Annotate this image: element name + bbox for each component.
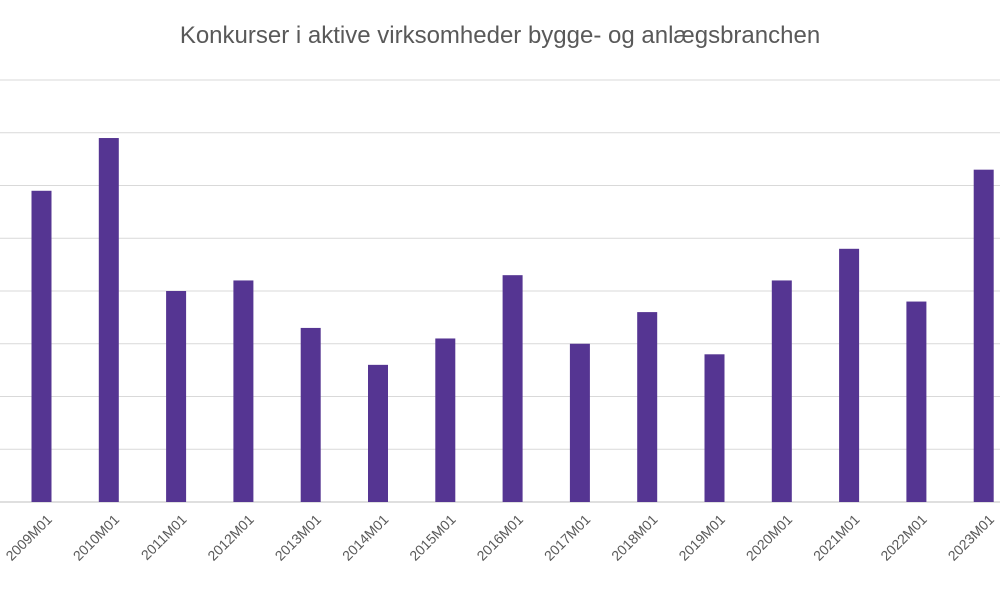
x-tick-label: 2016M01 (473, 511, 526, 564)
x-tick-label: 2018M01 (608, 511, 661, 564)
x-tick-label: 2021M01 (810, 511, 863, 564)
bar (569, 343, 590, 502)
x-tick-label: 2012M01 (204, 511, 257, 564)
x-tick-label: 2010M01 (70, 511, 123, 564)
bar (233, 280, 254, 502)
x-tick-label: 2019M01 (675, 511, 728, 564)
x-tick-label: 2023M01 (945, 511, 998, 564)
x-tick-label: 2022M01 (877, 511, 930, 564)
chart-title: Konkurser i aktive virksomheder bygge- o… (179, 22, 821, 49)
x-tick-label: 2009M01 (2, 511, 55, 564)
x-tick-label: 2020M01 (743, 511, 796, 564)
bar (368, 364, 388, 502)
bar (906, 301, 927, 502)
bar (771, 280, 792, 502)
x-tick-label: 2015M01 (406, 511, 459, 564)
x-tick-label: 2017M01 (541, 511, 594, 564)
bar (300, 327, 321, 502)
x-tick-label: 2014M01 (339, 511, 392, 564)
bar (839, 248, 860, 502)
bar (435, 338, 456, 502)
bar (166, 291, 187, 502)
bar (98, 138, 119, 502)
bar (637, 312, 658, 502)
bar (502, 275, 523, 502)
x-tick-label: 2011M01 (138, 511, 190, 563)
bar (704, 354, 725, 502)
bar (973, 169, 994, 503)
bar (31, 190, 52, 502)
x-tick-label: 2013M01 (272, 511, 325, 564)
